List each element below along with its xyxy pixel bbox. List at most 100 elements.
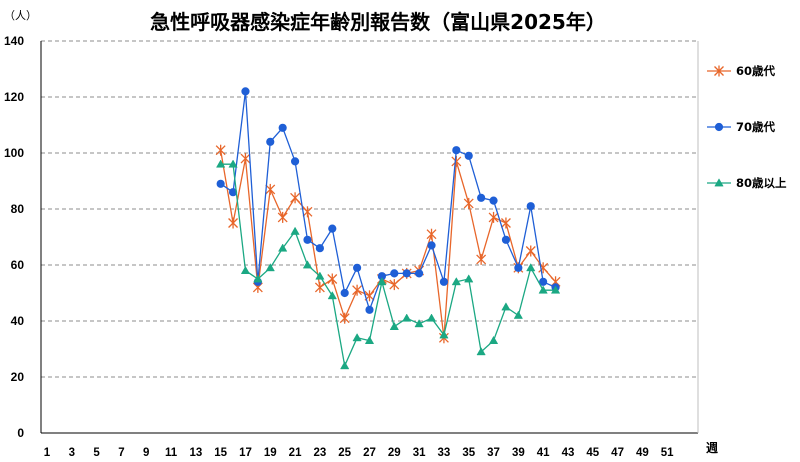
data-point <box>525 245 536 257</box>
legend-marker <box>714 178 724 187</box>
x-tick-label: 49 <box>636 447 649 459</box>
x-tick-label: 45 <box>586 447 599 459</box>
x-tick-label: 39 <box>512 447 525 459</box>
data-point <box>340 361 350 370</box>
data-point <box>501 235 511 244</box>
data-point <box>365 305 374 314</box>
data-point <box>513 310 523 319</box>
data-point <box>389 321 399 330</box>
data-point <box>352 263 362 272</box>
y-tick-label: 60 <box>11 258 25 272</box>
y-tick-label: 140 <box>4 34 24 48</box>
data-point <box>277 211 288 223</box>
data-point <box>278 123 287 132</box>
data-point <box>500 217 511 229</box>
data-point <box>390 269 399 278</box>
x-tick-label: 1 <box>44 447 51 459</box>
data-point <box>266 137 275 146</box>
data-point <box>415 269 424 278</box>
data-point <box>439 330 449 339</box>
data-point <box>426 228 437 240</box>
data-point <box>514 263 523 272</box>
legend-item: 60歳代 <box>707 64 776 78</box>
data-point <box>426 313 437 322</box>
x-tick-label: 35 <box>462 447 475 459</box>
data-point <box>539 277 548 286</box>
data-point <box>501 302 511 311</box>
data-point <box>451 277 461 286</box>
data-point <box>476 253 487 265</box>
y-tick-label: 120 <box>4 90 24 104</box>
y-tick-label: 80 <box>11 202 25 216</box>
data-point <box>526 263 536 272</box>
data-point <box>216 159 226 168</box>
x-tick-label: 11 <box>165 447 178 459</box>
x-tick-label: 27 <box>363 447 376 459</box>
data-point <box>303 235 312 244</box>
legend-label: 70歳代 <box>736 120 776 134</box>
data-point <box>451 155 462 167</box>
legend-item: 80歳以上 <box>707 176 787 190</box>
series-layer <box>215 87 561 370</box>
data-point <box>240 153 251 165</box>
data-point <box>327 273 338 285</box>
data-point <box>314 281 325 293</box>
series-line <box>220 163 556 369</box>
data-point <box>488 335 499 344</box>
x-tick-label: 17 <box>239 447 252 459</box>
y-tick-label: 100 <box>4 146 24 160</box>
series-2 <box>216 159 561 370</box>
data-point <box>414 319 424 328</box>
grid <box>41 40 698 378</box>
data-point <box>464 274 474 283</box>
data-point <box>216 179 225 188</box>
legend: 60歳代 70歳代 80歳以上 <box>707 64 787 190</box>
data-point <box>290 226 300 235</box>
data-point <box>253 274 263 283</box>
series-1 <box>216 87 560 314</box>
x-tick-label: 21 <box>289 447 302 459</box>
x-tick-label: 13 <box>189 447 202 459</box>
data-point <box>241 87 250 96</box>
data-point <box>327 291 337 300</box>
data-point <box>489 196 498 205</box>
x-tick-label: 23 <box>313 447 326 459</box>
data-point <box>302 206 313 218</box>
data-point <box>526 202 535 211</box>
data-point <box>427 241 436 250</box>
data-point <box>452 146 461 155</box>
y-unit-label: （人） <box>4 9 37 22</box>
data-point <box>302 260 313 269</box>
x-tick-label: 41 <box>537 447 550 459</box>
x-tick-label: 7 <box>118 447 124 459</box>
data-point <box>352 284 363 296</box>
data-point <box>315 271 325 280</box>
data-point <box>328 224 337 233</box>
legend-item: 70歳代 <box>707 120 776 134</box>
data-point <box>389 279 400 291</box>
data-point <box>340 288 349 298</box>
data-point <box>476 347 486 356</box>
x-tick-label: 37 <box>487 447 500 459</box>
y-tick-label: 20 <box>11 370 25 384</box>
x-tick-label: 3 <box>69 447 75 459</box>
data-point <box>364 335 375 344</box>
legend-marker <box>714 65 724 77</box>
data-point <box>377 277 387 286</box>
data-point <box>550 285 561 294</box>
x-tick-label: 29 <box>388 447 401 459</box>
legend-label: 80歳以上 <box>736 176 787 190</box>
data-point <box>402 313 412 322</box>
data-point <box>215 144 226 156</box>
data-point <box>463 197 474 209</box>
x-tick-label: 51 <box>661 447 674 459</box>
data-point <box>439 277 449 286</box>
x-tick-label: 47 <box>611 447 624 459</box>
data-point <box>315 244 324 253</box>
x-tick-label: 33 <box>438 447 451 459</box>
legend-marker <box>714 122 724 132</box>
data-point <box>477 193 486 202</box>
x-tick-label: 19 <box>264 447 277 459</box>
